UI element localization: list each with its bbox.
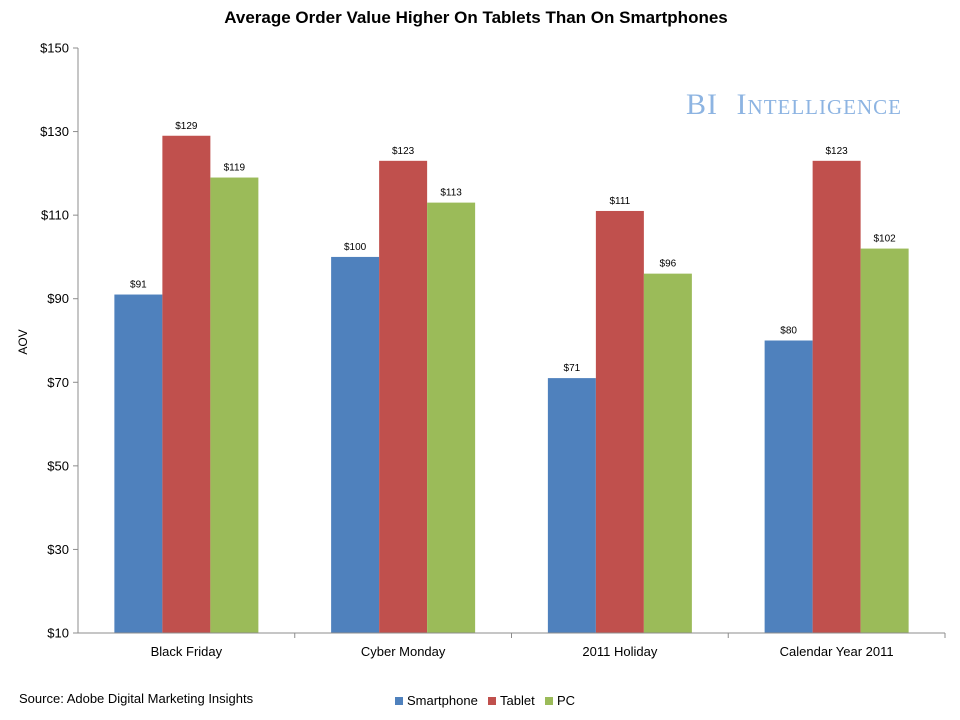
y-axis: $10 $30 $50 $70 $90 $110 $130 $150 (40, 41, 78, 641)
data-label: $129 (175, 121, 198, 132)
y-axis-label: AOV (16, 329, 30, 354)
data-label: $111 (609, 196, 630, 207)
bar-tablet (812, 160, 861, 634)
data-label: $100 (344, 242, 367, 253)
bar-tablet (379, 160, 428, 634)
y-tick-label: $50 (47, 458, 69, 473)
legend-label-pc: PC (557, 693, 575, 708)
bar-pc (210, 177, 259, 634)
legend-swatch-smartphone (395, 697, 403, 705)
x-axis: Black Friday Cyber Monday 2011 Holiday Cale… (151, 633, 946, 659)
bars (114, 135, 909, 634)
data-label: $123 (826, 146, 849, 157)
y-tick-label: $90 (47, 291, 69, 306)
y-tick-label: $110 (41, 208, 69, 223)
bar-smartphone (114, 294, 163, 633)
bar-tablet (595, 210, 644, 633)
bar-smartphone (331, 256, 380, 633)
x-tick-label: Calendar Year 2011 (780, 644, 894, 659)
legend-label-smartphone: Smartphone (407, 693, 478, 708)
data-label: $102 (874, 234, 897, 245)
x-tick-label: Black Friday (151, 644, 223, 659)
y-tick-label: $10 (47, 626, 69, 641)
y-tick-label: $70 (47, 375, 69, 390)
bar-pc (860, 248, 909, 634)
legend-label-tablet: Tablet (500, 693, 535, 708)
data-label: $80 (780, 326, 797, 337)
data-label: $71 (564, 363, 581, 374)
data-label: $119 (224, 163, 246, 174)
bar-smartphone (547, 378, 596, 633)
x-tick-label: Cyber Monday (361, 644, 446, 659)
brand-logo: BI Intelligence (686, 88, 902, 121)
y-tick-label: $150 (40, 41, 69, 56)
legend: Smartphone Tablet PC (395, 693, 575, 708)
data-labels: $91 $129 $119 $100 $123 $113 $71 $111 $96 $80 $123… (130, 121, 896, 374)
bar-pc (427, 202, 476, 633)
legend-swatch-pc (545, 697, 553, 705)
bar-pc (643, 273, 692, 633)
y-tick-label: $30 (47, 542, 69, 557)
bar-smartphone (764, 340, 813, 633)
data-label: $113 (440, 188, 462, 199)
data-label: $91 (130, 280, 147, 291)
x-tick-label: 2011 Holiday (582, 644, 657, 659)
y-tick-label: $130 (40, 124, 69, 139)
bar-tablet (162, 135, 211, 633)
data-label: $123 (392, 146, 415, 157)
brand-intelligence: Intelligence (737, 88, 902, 121)
brand-bi: BI (686, 88, 718, 121)
legend-swatch-tablet (488, 697, 496, 705)
chart-title: Average Order Value Higher On Tablets Th… (224, 8, 728, 27)
source-note: Source: Adobe Digital Marketing Insights (19, 691, 254, 706)
data-label: $96 (660, 259, 677, 270)
